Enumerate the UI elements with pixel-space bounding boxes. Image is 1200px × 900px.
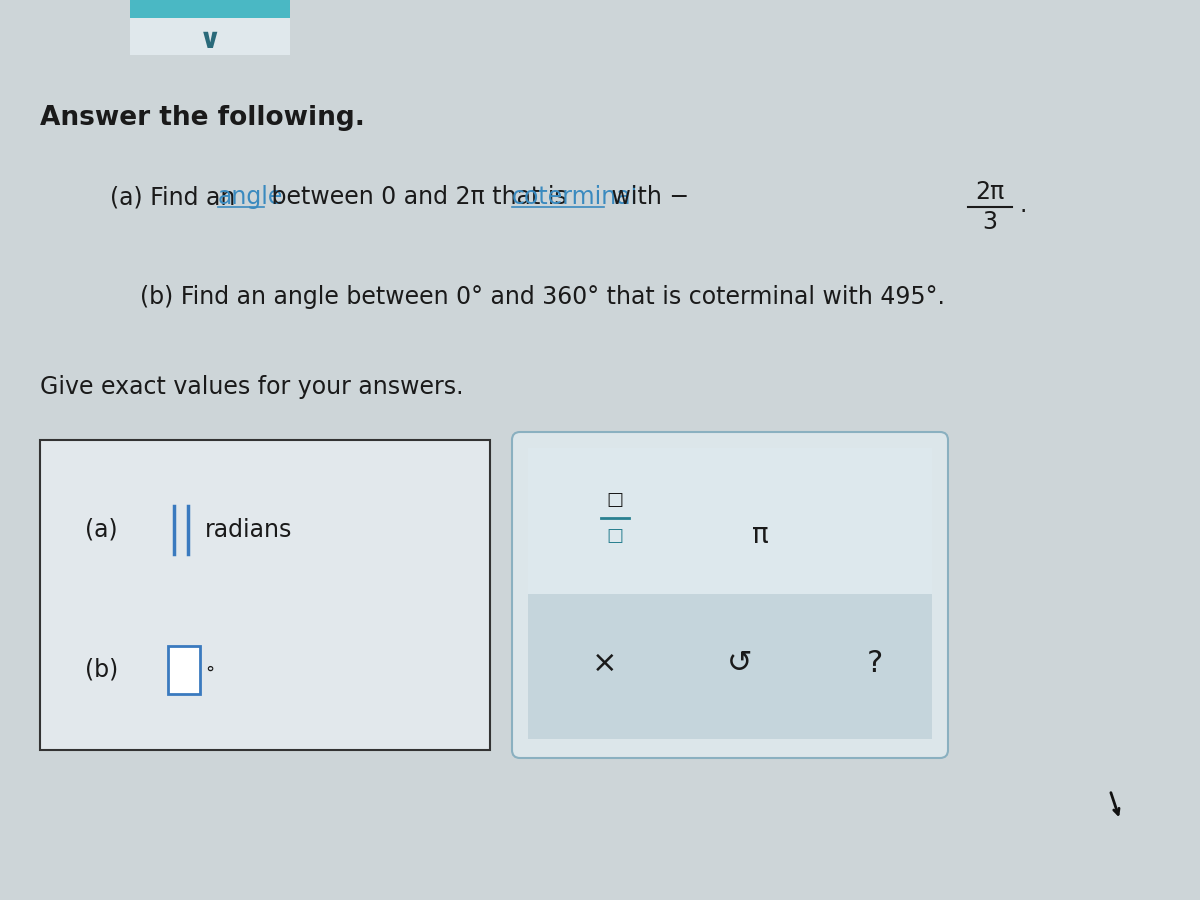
Bar (40, 440, 490, 750)
Text: □: □ (606, 491, 624, 509)
Text: (b): (b) (85, 658, 119, 682)
Text: (a): (a) (85, 518, 118, 542)
Bar (528, 448, 932, 594)
Text: coterminal: coterminal (512, 185, 638, 209)
Text: radians: radians (205, 518, 293, 542)
Bar (528, 594, 932, 740)
Text: π: π (751, 521, 768, 549)
Text: 3: 3 (983, 210, 997, 234)
Text: angle: angle (218, 185, 283, 209)
FancyBboxPatch shape (512, 432, 948, 758)
Text: .: . (1020, 193, 1027, 217)
Text: °: ° (205, 665, 214, 683)
Text: between 0 and 2π that is: between 0 and 2π that is (264, 185, 575, 209)
Bar (168, 646, 200, 694)
Bar (130, 0, 290, 18)
Text: ×: × (593, 649, 618, 678)
Bar (130, 0, 290, 55)
Text: 2π: 2π (976, 180, 1004, 204)
Text: ?: ? (866, 649, 883, 678)
Text: □: □ (606, 527, 624, 545)
Text: ∨: ∨ (199, 26, 221, 54)
Text: with −: with − (604, 185, 689, 209)
Text: ↺: ↺ (727, 649, 752, 678)
Text: Answer the following.: Answer the following. (40, 105, 365, 131)
Text: Give exact values for your answers.: Give exact values for your answers. (40, 375, 463, 399)
Text: (b) Find an angle between 0° and 360° that is coterminal with 495°.: (b) Find an angle between 0° and 360° th… (140, 285, 944, 309)
Text: (a) Find an: (a) Find an (110, 185, 242, 209)
